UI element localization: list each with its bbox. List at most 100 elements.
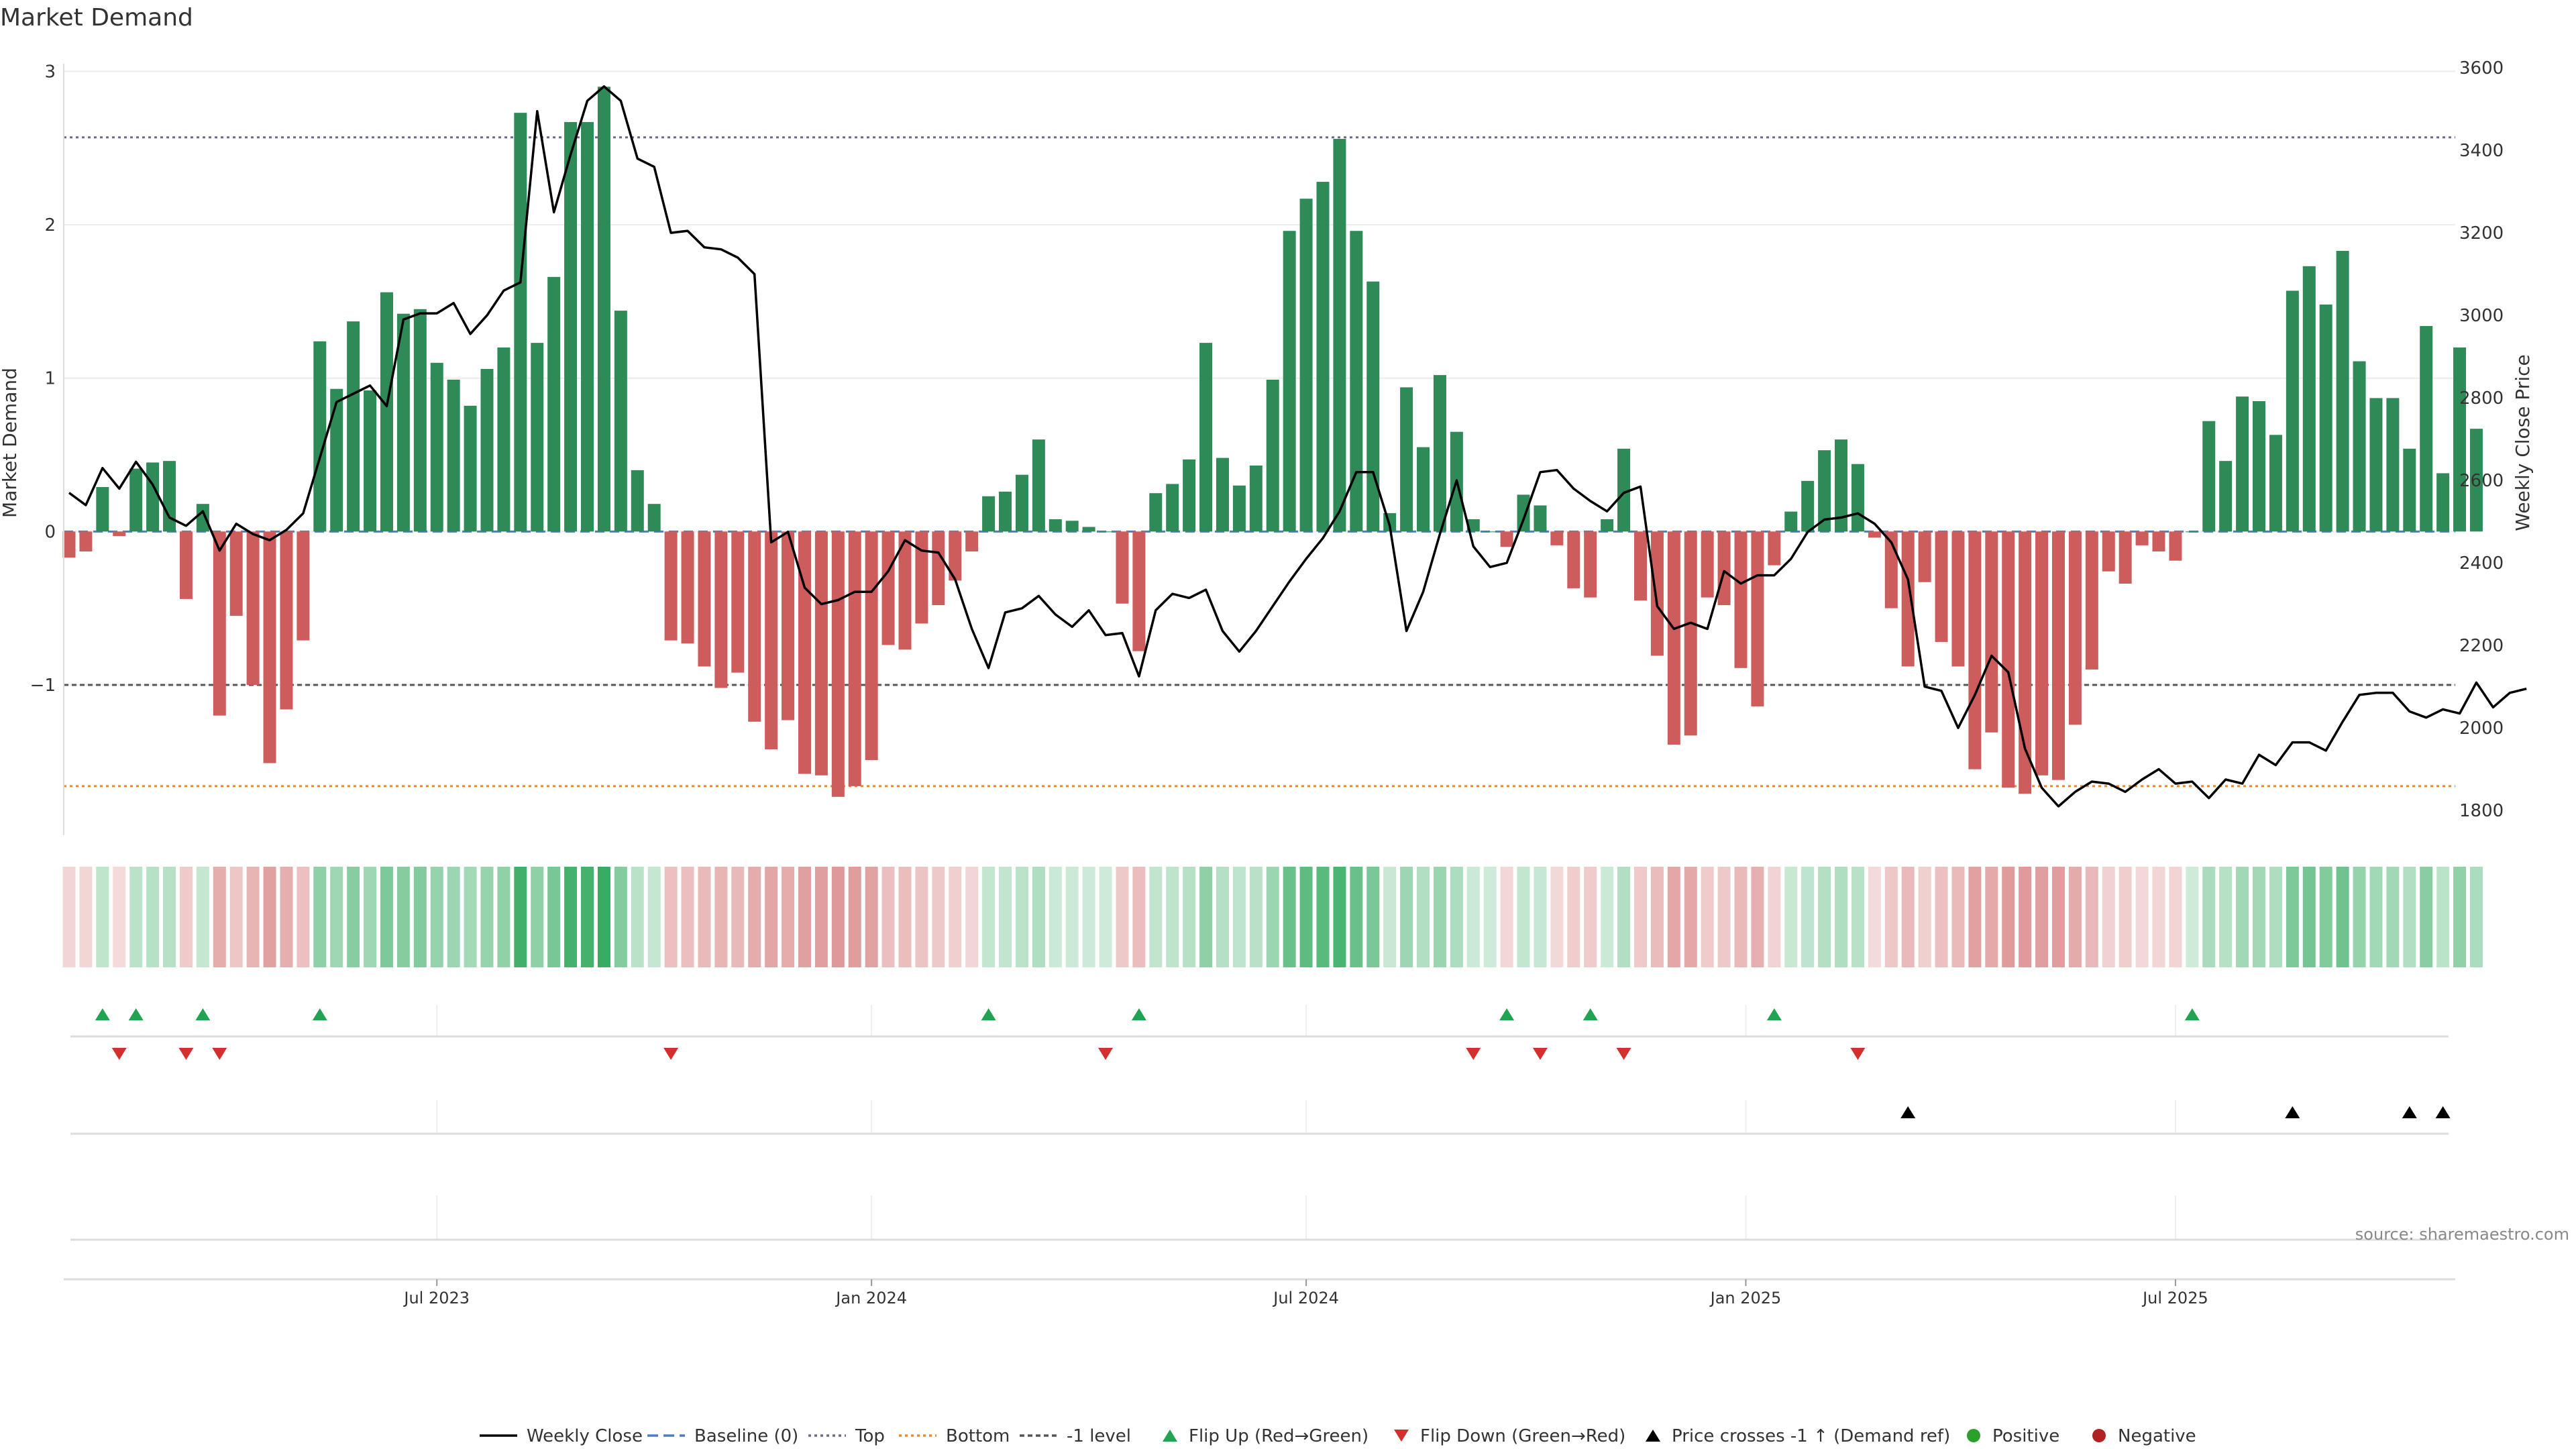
demand-bar xyxy=(2002,531,2015,788)
demand-bar xyxy=(2269,435,2282,532)
heat-cell xyxy=(380,867,393,967)
demand-bar xyxy=(2302,266,2316,532)
heat-cell xyxy=(1400,867,1413,967)
heat-cell xyxy=(714,867,728,967)
heat-cell xyxy=(480,867,494,967)
heat-cell xyxy=(263,867,276,967)
right-tick-label: 2400 xyxy=(2459,553,2504,574)
price-cross-marker xyxy=(2435,1106,2451,1118)
heat-cell xyxy=(113,867,126,967)
demand-bar xyxy=(263,531,276,763)
demand-bar xyxy=(2286,290,2299,532)
heat-cell xyxy=(2019,867,2032,967)
demand-bar xyxy=(1835,439,1848,532)
heat-cell xyxy=(313,867,327,967)
demand-bar xyxy=(1015,474,1028,532)
heat-cell xyxy=(2269,867,2282,967)
legend-label: Price crosses -1 ↑ (Demand ref) xyxy=(1672,1426,1950,1446)
heat-cell xyxy=(1283,867,1296,967)
demand-bar xyxy=(1633,531,1647,601)
heat-cell xyxy=(881,867,895,967)
demand-bar xyxy=(1350,231,1363,532)
demand-bar xyxy=(547,276,561,532)
demand-bar xyxy=(1751,531,1764,706)
heat-cell xyxy=(2002,867,2015,967)
heat-cell xyxy=(664,867,678,967)
demand-bar xyxy=(1701,531,1714,598)
right-y-axis-label: Weekly Close Price xyxy=(2512,354,2534,531)
flip-down-marker xyxy=(1616,1048,1631,1060)
demand-bar xyxy=(62,531,76,558)
source-note: source: sharemaestro.com xyxy=(2355,1225,2569,1244)
heat-cell xyxy=(1065,867,1079,967)
heat-cell xyxy=(765,867,778,967)
flip-up-marker xyxy=(1766,1008,1782,1020)
heat-cell xyxy=(297,867,310,967)
heat-cell xyxy=(1483,867,1497,967)
heat-cell xyxy=(347,867,360,967)
heat-cell xyxy=(213,867,226,967)
heat-cell xyxy=(396,867,410,967)
heat-cell xyxy=(949,867,962,967)
x-tick-label: Jan 2025 xyxy=(1709,1289,1782,1307)
heat-cell xyxy=(1032,867,1045,967)
heat-cell xyxy=(1199,867,1213,967)
legend-swatch xyxy=(2092,1429,2106,1442)
demand-bar xyxy=(2118,531,2132,584)
left-y-axis-label: Market Demand xyxy=(0,368,21,518)
demand-bar xyxy=(1099,531,1112,533)
heat-cell xyxy=(2051,867,2065,967)
heat-cell xyxy=(1232,867,1246,967)
heat-cell xyxy=(62,867,76,967)
right-tick-label: 2200 xyxy=(2459,636,2504,656)
demand-bar xyxy=(1466,519,1480,532)
heat-cell xyxy=(1667,867,1680,967)
heat-cell xyxy=(1299,867,1313,967)
demand-bar xyxy=(447,379,460,532)
heat-cell xyxy=(1116,867,1129,967)
legend-label: -1 level xyxy=(1067,1426,1131,1446)
legend-label: Positive xyxy=(1992,1426,2059,1446)
heat-cell xyxy=(1951,867,1965,967)
x-tick-label: Jan 2024 xyxy=(835,1289,907,1307)
legend-label: Flip Up (Red→Green) xyxy=(1189,1426,1368,1446)
heat-cell xyxy=(1466,867,1480,967)
heat-cell xyxy=(2186,867,2199,967)
demand-bar xyxy=(1065,521,1079,532)
flip-up-marker xyxy=(1582,1008,1598,1020)
heat-cell xyxy=(1550,867,1564,967)
legend-swatch xyxy=(1163,1430,1177,1442)
demand-bar xyxy=(1534,505,1547,532)
left-y-axis: −1 0 1 2 3 xyxy=(30,62,64,835)
heat-cell xyxy=(2403,867,2416,967)
demand-bar xyxy=(2353,361,2366,532)
demand-bar xyxy=(2386,398,2400,532)
demand-bar xyxy=(2369,398,2383,532)
heat-cell xyxy=(2336,867,2349,967)
flip-up-marker xyxy=(195,1008,211,1020)
left-tick-label: 0 xyxy=(44,522,56,542)
heat-cell xyxy=(1818,867,1831,967)
heat-cell xyxy=(96,867,109,967)
demand-bar xyxy=(1768,531,1781,566)
right-tick-label: 3600 xyxy=(2459,58,2504,78)
heat-cell xyxy=(581,867,594,967)
demand-bar xyxy=(1166,484,1179,532)
demand-bar xyxy=(2068,531,2082,725)
heat-cell xyxy=(848,867,861,967)
x-tick-label: Jul 2025 xyxy=(2141,1289,2208,1307)
heat-cell xyxy=(748,867,761,967)
heat-cell xyxy=(1216,867,1229,967)
heat-cell xyxy=(1684,867,1697,967)
flip-down-marker xyxy=(212,1048,227,1060)
demand-bar xyxy=(1500,531,1513,547)
right-tick-label: 3200 xyxy=(2459,223,2504,244)
demand-bar xyxy=(1417,447,1430,532)
demand-bar xyxy=(113,531,126,537)
heat-cell xyxy=(1433,867,1446,967)
demand-bar xyxy=(1149,493,1163,532)
heat-cell xyxy=(2453,867,2467,967)
demand-bar xyxy=(196,504,209,532)
demand-bar xyxy=(246,531,260,685)
